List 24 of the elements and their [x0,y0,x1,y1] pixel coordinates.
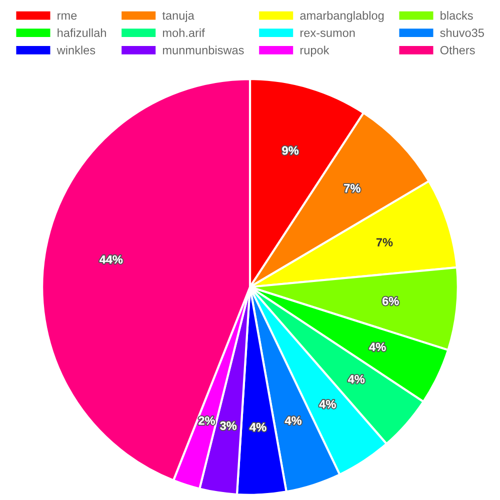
legend-label: hafizullah [58,28,106,38]
legend-label: Others [440,46,475,54]
data-label: 44% [99,255,123,264]
data-label: 4% [369,342,386,352]
data-label: 4% [250,423,266,432]
legend-label: amarbanglablog [300,11,384,22]
legend-label: winkles [56,46,96,54]
legend-label: moh.arif [162,28,205,38]
legend-label: munmunbiswas [162,46,244,54]
data-label: 2% [198,416,215,425]
legend-label: shuvo35 [440,28,484,38]
data-label: 3% [220,422,237,430]
data-label: 4% [319,400,336,408]
data-label: 7% [344,184,360,192]
data-label: 6% [382,296,399,306]
data-label: 4% [348,375,365,384]
legend-label: rex-sumon [300,30,355,38]
legend-label: rme [58,13,77,20]
data-label: 9% [282,146,299,155]
data-label: 7% [376,238,393,246]
data-label: 4% [284,416,302,425]
legend-label: blacks [440,11,473,20]
legend-label: tanuja [162,11,194,22]
legend-label: rupok [300,46,330,57]
